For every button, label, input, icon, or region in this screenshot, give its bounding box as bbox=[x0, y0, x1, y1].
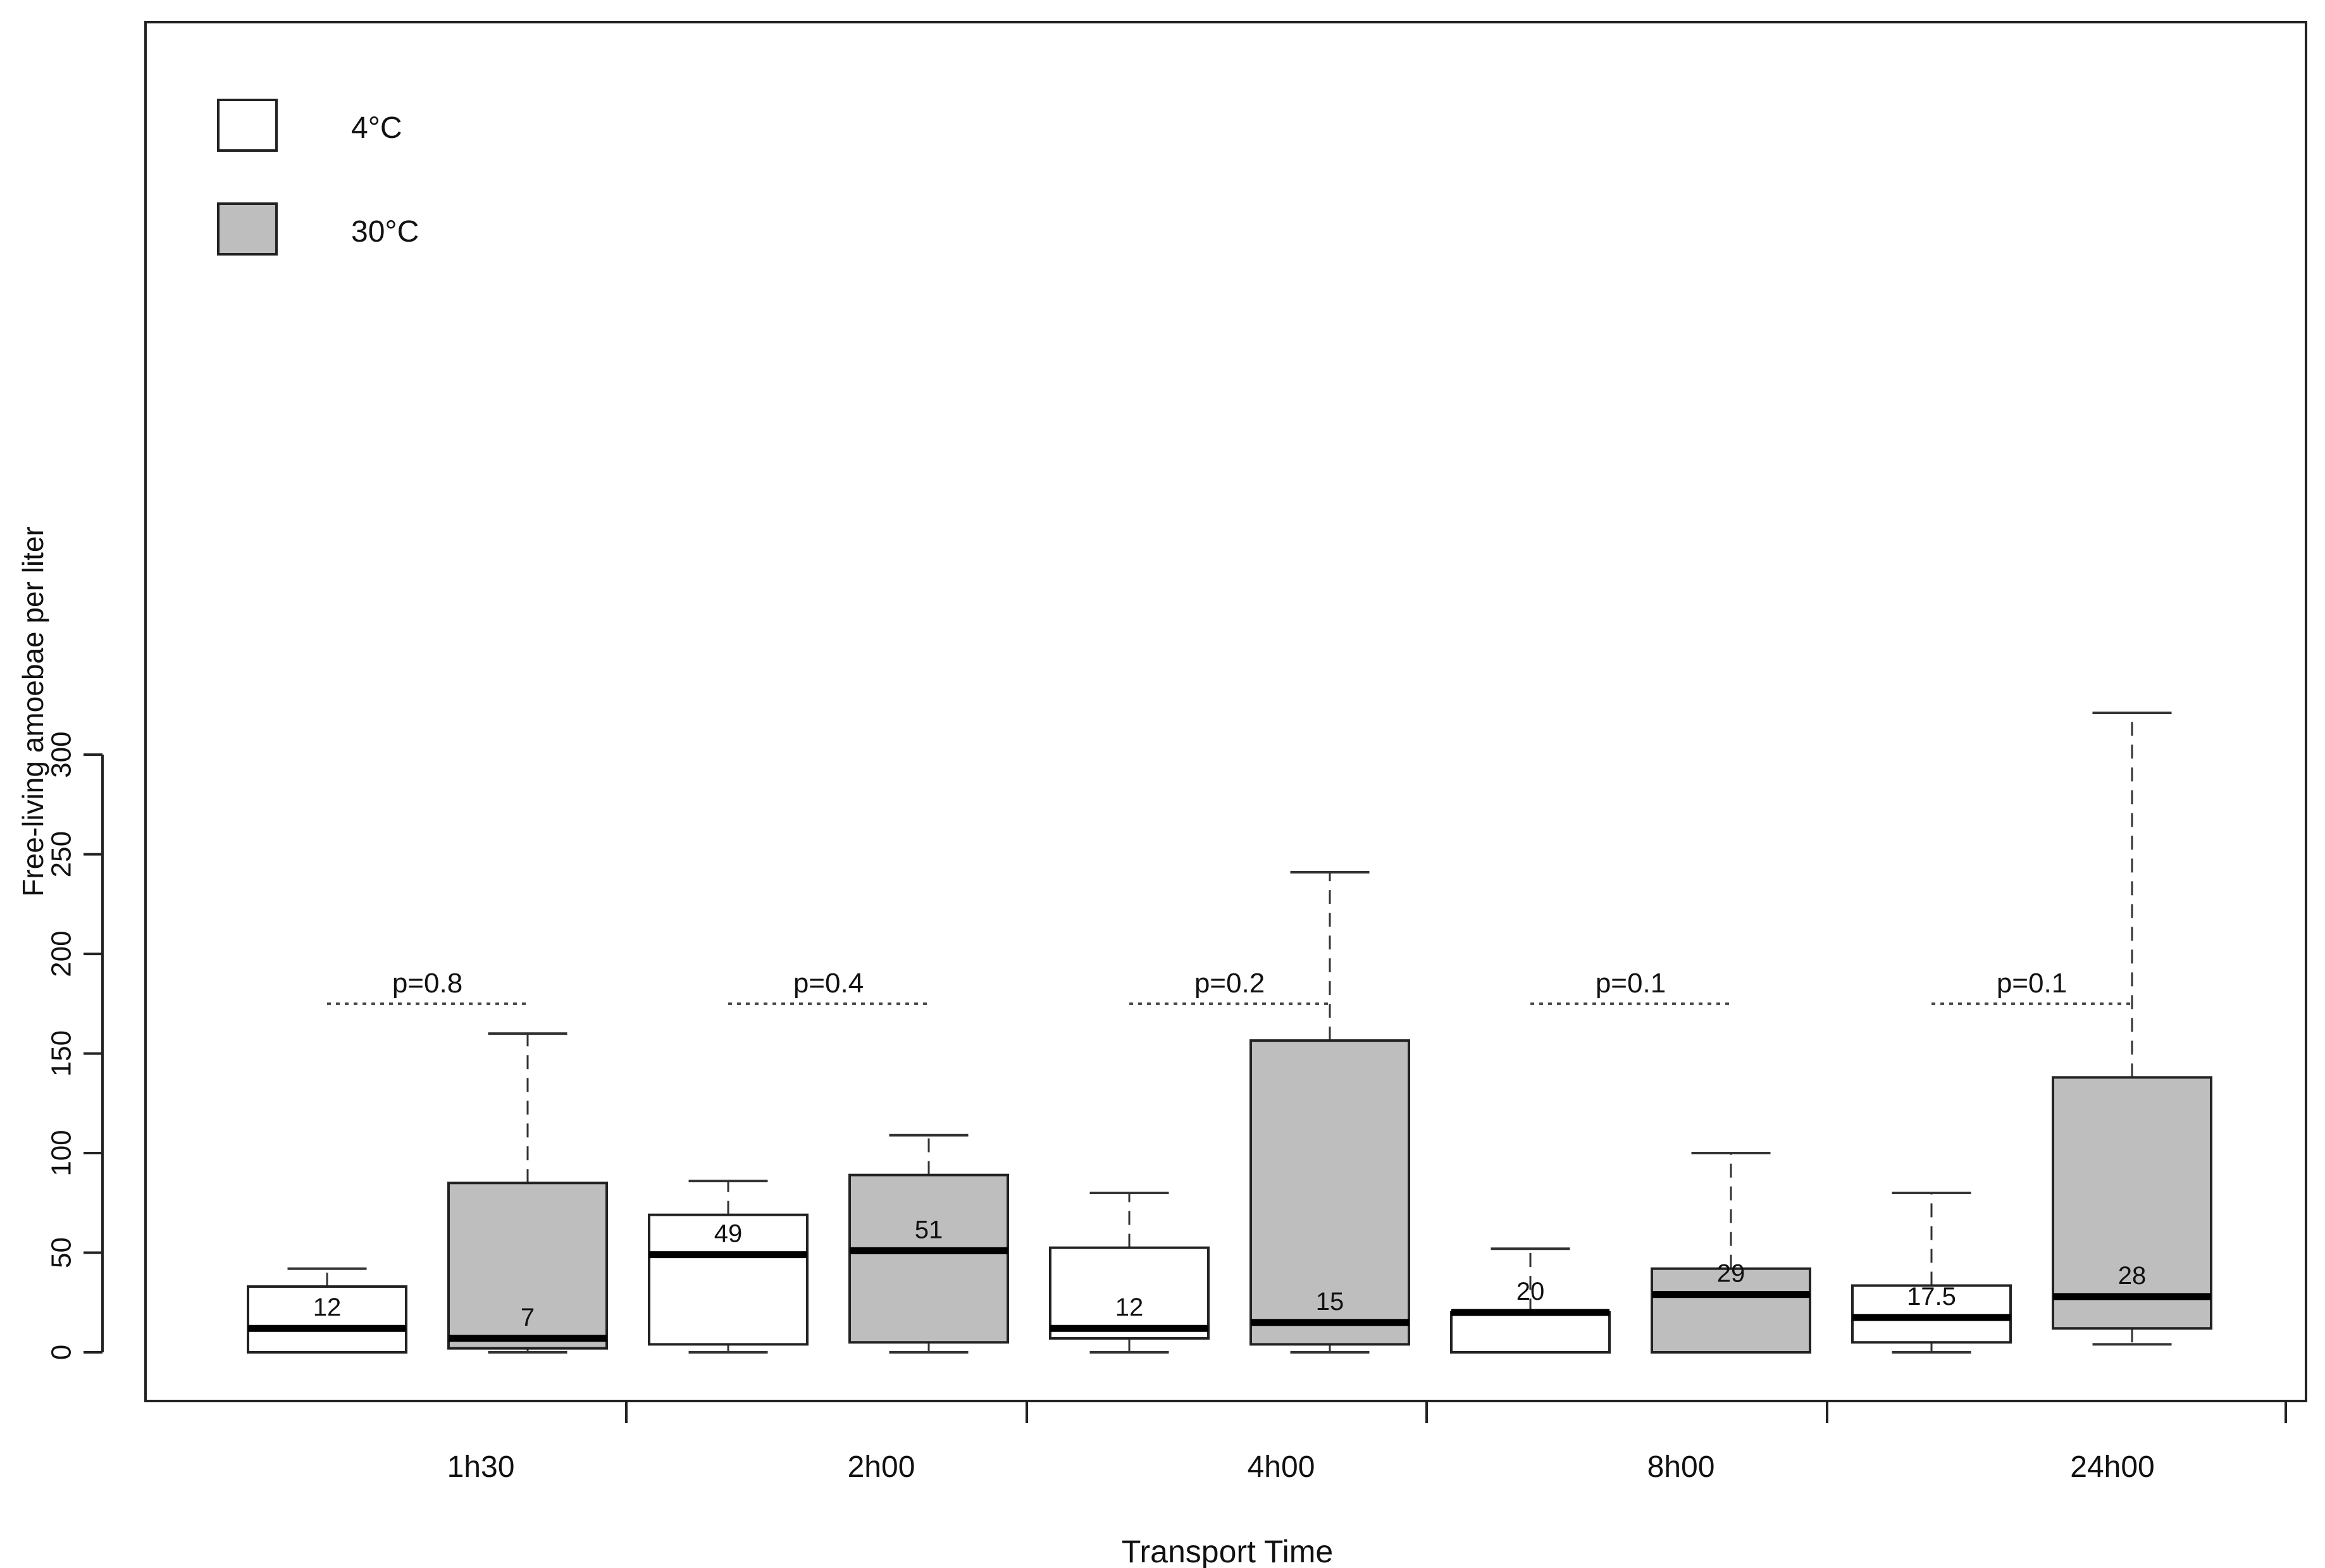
median-label: 12 bbox=[1115, 1293, 1144, 1321]
y-tick-label: 150 bbox=[46, 1030, 77, 1077]
box-body bbox=[1049, 1246, 1210, 1340]
box-4h00-30c: 15 bbox=[1249, 870, 1410, 1354]
median-label: 12 bbox=[313, 1293, 342, 1321]
y-tick-label: 300 bbox=[46, 731, 77, 777]
x-axis-label: Transport Time bbox=[1122, 1534, 1333, 1568]
legend-label-30c: 30°C bbox=[351, 215, 419, 249]
x-tick-label: 4h00 bbox=[1248, 1450, 1315, 1484]
box-body bbox=[447, 1182, 608, 1350]
x-axis: 1h30 2h00 4h00 8h00 24h00 bbox=[146, 1400, 2287, 1484]
legend: 4°C 30°C bbox=[217, 99, 419, 256]
median-label: 20 bbox=[1516, 1278, 1545, 1306]
box-2h00-30c: 51 bbox=[848, 1133, 1009, 1354]
box-body bbox=[2052, 1076, 2212, 1330]
p-value-label: p=0.1 bbox=[1997, 968, 2067, 999]
p-value-label: p=0.2 bbox=[1194, 968, 1265, 999]
box-body bbox=[648, 1213, 809, 1346]
y-tick-label: 250 bbox=[46, 831, 77, 877]
median-label: 51 bbox=[915, 1216, 943, 1244]
box-body bbox=[1851, 1284, 2012, 1344]
box-24h00-4c: 17.5 bbox=[1851, 1192, 2012, 1354]
p-value-label: p=0.8 bbox=[392, 968, 462, 999]
box-4h00-4c: 12 bbox=[1049, 1192, 1210, 1354]
median-label: 49 bbox=[714, 1220, 743, 1248]
median-label: 17.5 bbox=[1907, 1283, 1956, 1311]
x-tick-label: 24h00 bbox=[2070, 1450, 2154, 1484]
p-value-annotations: p=0.8 p=0.4 p=0.2 p=0.1 p=0.1 bbox=[327, 968, 2132, 1005]
x-tick-label: 8h00 bbox=[1647, 1450, 1715, 1484]
box-body bbox=[1249, 1039, 1410, 1346]
x-tick-label: 2h00 bbox=[848, 1450, 915, 1484]
legend-label-4c: 4°C bbox=[351, 111, 402, 145]
legend-swatch-4c bbox=[217, 99, 278, 152]
box-body bbox=[1450, 1311, 1611, 1354]
box-body bbox=[1651, 1267, 1811, 1354]
y-axis-label: Free-living amoebae per liter bbox=[16, 526, 49, 897]
box-1h30-30c: 7 bbox=[447, 1032, 608, 1354]
box-8h00-4c: 20 bbox=[1450, 1247, 1611, 1354]
y-tick-label: 100 bbox=[46, 1130, 77, 1176]
median-label: 28 bbox=[2118, 1262, 2147, 1290]
p-value-label: p=0.1 bbox=[1596, 968, 1666, 999]
box-24h00-30c: 28 bbox=[2052, 712, 2212, 1346]
y-tick-label: 200 bbox=[46, 930, 77, 977]
x-tick-label: 1h30 bbox=[447, 1450, 515, 1484]
median-label: 29 bbox=[1717, 1260, 1745, 1288]
median-label: 7 bbox=[521, 1304, 535, 1331]
box-2h00-4c: 49 bbox=[648, 1180, 809, 1354]
box-series: 12 7 49 51 12 15 20 29 17.5 28 bbox=[247, 712, 2212, 1354]
y-tick-label: 50 bbox=[46, 1237, 77, 1268]
median-label: 15 bbox=[1316, 1288, 1344, 1316]
box-body bbox=[247, 1285, 407, 1354]
box-8h00-30c: 29 bbox=[1651, 1152, 1811, 1354]
box-1h30-4c: 12 bbox=[247, 1267, 407, 1354]
y-axis: 0 50 100 150 200 250 300 bbox=[46, 731, 104, 1360]
p-value-label: p=0.4 bbox=[793, 968, 864, 999]
y-tick-label: 0 bbox=[46, 1345, 77, 1360]
box-body bbox=[848, 1173, 1009, 1344]
legend-swatch-30c bbox=[217, 202, 278, 256]
